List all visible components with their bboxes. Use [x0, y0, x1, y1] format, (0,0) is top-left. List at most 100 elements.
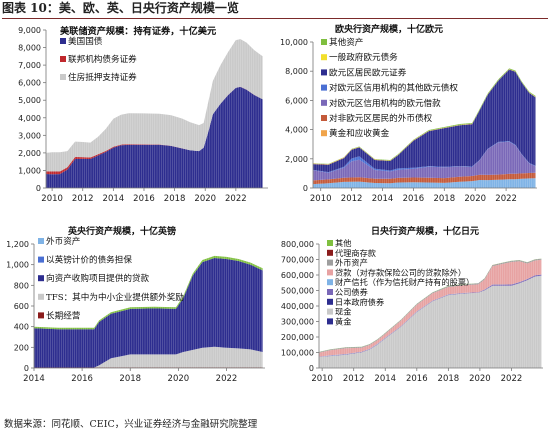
ecb-y-tick-label: 6,000 [285, 96, 308, 105]
ecb-legend-swatch [321, 130, 327, 137]
boj-x-tick-label: 2022 [501, 374, 523, 384]
ecb-x-tick-label: 2018 [433, 194, 455, 204]
boj-chart-title: 日央行资产规模，十亿日元 [371, 225, 479, 237]
boe-legend-label: TFS：其中为中小企业提供额外奖励 [46, 291, 184, 303]
fed-legend-label: 住房抵押支持证券 [68, 71, 137, 83]
fed-x-tick-label: 2012 [72, 194, 94, 204]
boj-legend-label: 日本政府债券 [335, 297, 384, 307]
boj-x-tick-label: 2012 [343, 374, 365, 384]
boe-y-tick-label: 400 [14, 323, 29, 332]
boe-x-tick-label: 2020 [168, 374, 190, 384]
boe-legend-label: 外币资产 [46, 235, 80, 247]
boe-y-tick-label: 1,200 [6, 240, 29, 249]
boe-series-2 [34, 258, 263, 368]
boj-legend-swatch [327, 308, 333, 315]
boe-legend-swatch [38, 312, 44, 319]
boe-y-tick-label: 200 [14, 343, 29, 352]
fed-y-tick-label: 6,000 [18, 79, 41, 88]
ecb-legend-swatch [321, 115, 327, 121]
boe-y-tick-label: 800 [14, 281, 29, 290]
ecb-y-tick-label: 8,000 [285, 67, 308, 76]
boe-y-tick-label: 1,000 [6, 261, 29, 270]
boj-y-tick-label: 500,000 [281, 287, 314, 296]
ecb-series-1 [313, 172, 536, 185]
boj-y-tick-label: 700,000 [281, 256, 314, 265]
boe-x-tick-label: 2016 [71, 374, 93, 384]
ecb-x-tick-label: 2016 [403, 194, 425, 204]
boe-series-1 [34, 346, 263, 368]
ecb-x-tick-label: 2022 [495, 194, 517, 204]
boe-y-tick-label: 600 [14, 302, 29, 311]
boj-legend-swatch [327, 318, 333, 325]
boj-legend-label: 现金 [335, 307, 351, 317]
boj-legend-swatch [327, 298, 333, 305]
boj-legend-label: 黄金 [335, 316, 351, 326]
boj-legend-label: 贷款（对存款保险公司的贷款除外） [335, 267, 466, 277]
boe-legend-label: 向资产收购项目提供的贷款 [46, 272, 150, 284]
ecb-series-3 [313, 141, 536, 173]
ecb-series-2 [313, 141, 536, 181]
boe-legend-swatch [38, 275, 44, 282]
fed-legend-label: 联邦机构债务证券 [68, 53, 137, 65]
ecb-x-tick-label: 2010 [310, 194, 332, 204]
boj-x-tick-label: 2010 [311, 374, 333, 384]
fed-y-tick-label: 2,000 [18, 149, 41, 158]
fed-x-tick-label: 2018 [164, 194, 186, 204]
fed-y-tick-label: 4,000 [18, 114, 41, 123]
boj-legend-label: 公司债券 [335, 287, 368, 297]
ecb-series-0 [313, 178, 536, 188]
boj-legend-swatch [327, 249, 333, 256]
boj-y-tick-label: 0 [309, 364, 314, 373]
boe-x-tick-label: 2022 [216, 374, 238, 384]
boe-legend-label: 以英镑计价的债务担保 [46, 254, 132, 266]
fed-legend-swatch [60, 56, 66, 62]
ecb-legend-swatch [321, 39, 327, 45]
boe-legend-label: 长期经营 [46, 309, 81, 321]
fed-x-tick-label: 2022 [225, 194, 247, 204]
boj-legend-label: 财产信托（作为信托财产持有的股票） [335, 277, 474, 287]
boj-series-3 [319, 274, 542, 358]
boe-x-tick-label: 2014 [23, 374, 45, 384]
boj-legend-swatch [327, 259, 333, 266]
ecb-chart-title: 欧央行资产规模，十亿欧元 [335, 23, 443, 35]
ecb-legend-swatch [321, 84, 327, 91]
ecb-legend-label: 对欧元区信用机构的其他欧元债权 [329, 82, 458, 94]
ecb-y-tick-label: 0 [303, 184, 308, 193]
fed-series-2 [46, 39, 263, 172]
boj-legend-swatch [327, 289, 333, 295]
fed-y-tick-label: 8,000 [18, 44, 41, 53]
ecb-y-tick-label: 10,000 [280, 38, 308, 47]
fed-y-tick-label: 7,000 [18, 61, 41, 70]
boj-y-tick-label: 200,000 [281, 333, 314, 342]
fed-y-tick-label: 9,000 [18, 26, 41, 35]
fed-x-tick-label: 2014 [103, 194, 125, 204]
ecb-x-tick-label: 2014 [372, 194, 394, 204]
boj-legend-label: 代理商存款 [335, 248, 376, 258]
fed-y-tick-label: 0 [36, 184, 41, 193]
fed-y-tick-label: 1,000 [18, 166, 41, 175]
boj-legend-label: 其他 [335, 238, 351, 248]
ecb-legend-swatch [321, 54, 327, 61]
ecb-series-4 [313, 69, 536, 173]
boj-x-tick-label: 2014 [374, 374, 396, 384]
fed-legend-swatch [60, 74, 66, 80]
boj-y-tick-label: 800,000 [281, 240, 314, 249]
ecb-legend-swatch [321, 69, 327, 76]
boe-legend-swatch [38, 238, 44, 244]
fed-chart-title: 美联储资产规模：持有证券，十亿美元 [60, 25, 216, 37]
fed-assets-chart: 美联储资产规模：持有证券，十亿美元 0 1,000 2,000 3,000 4,000 5,… [18, 25, 268, 204]
boj-series-2 [319, 275, 542, 368]
boj-legend-label: 外币资产 [335, 258, 368, 268]
boj-legend-swatch [327, 240, 333, 246]
fed-y-tick-label: 3,000 [18, 131, 41, 140]
boe-assets-chart: 英央行资产规模，十亿英镑 0 200 400 600 800 1,000 1,200 2014 2… [6, 225, 265, 384]
boj-legend-swatch [327, 269, 333, 276]
boe-chart-title: 英央行资产规模，十亿英镑 [67, 225, 176, 237]
ecb-y-tick-label: 2,000 [285, 155, 308, 164]
boj-y-tick-label: 100,000 [281, 349, 314, 358]
figure-title-text: 图表 10：美、欧、英、日央行资产规模一览 [2, 1, 239, 15]
fed-series-0 [46, 86, 263, 188]
ecb-legend-label: 其他资产 [329, 36, 363, 48]
boj-legend-swatch [327, 279, 333, 286]
fed-x-tick-label: 2020 [194, 194, 216, 204]
